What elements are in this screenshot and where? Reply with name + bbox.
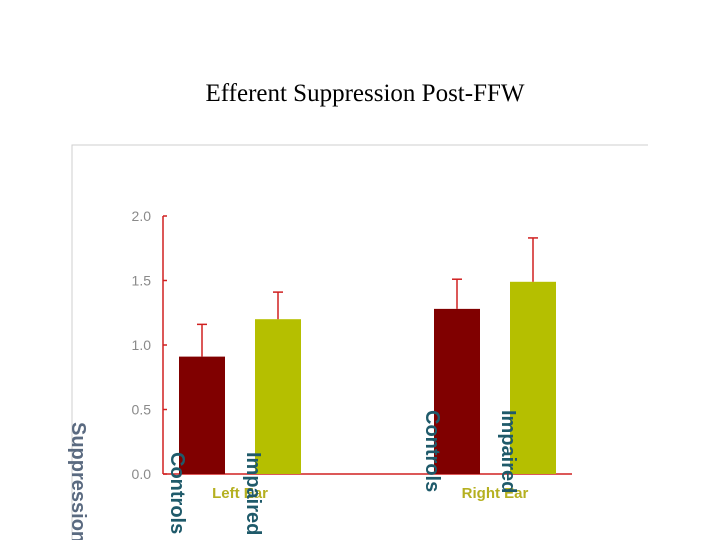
bar	[510, 281, 556, 474]
series-label: Impaired	[497, 410, 519, 493]
y-tick-label: 1.0	[132, 337, 152, 353]
group-label: Right Ear	[462, 485, 529, 502]
series-label: Controls	[166, 452, 188, 534]
bar	[255, 319, 301, 474]
y-tick-label: 1.5	[132, 273, 152, 289]
bar	[434, 308, 480, 474]
series-label: Controls	[421, 410, 443, 492]
y-axis-label: Suppression	[67, 422, 89, 540]
y-tick-label: 0.5	[132, 402, 152, 418]
chart-title: Efferent Suppression Post-FFW	[206, 80, 525, 107]
y-tick-label: 2.0	[132, 208, 152, 224]
bar	[179, 356, 225, 474]
series-label: Impaired	[242, 452, 264, 535]
chart-frame	[71, 144, 648, 540]
group-label: Left Ear	[212, 485, 268, 502]
y-tick-label: 0.0	[132, 466, 152, 482]
